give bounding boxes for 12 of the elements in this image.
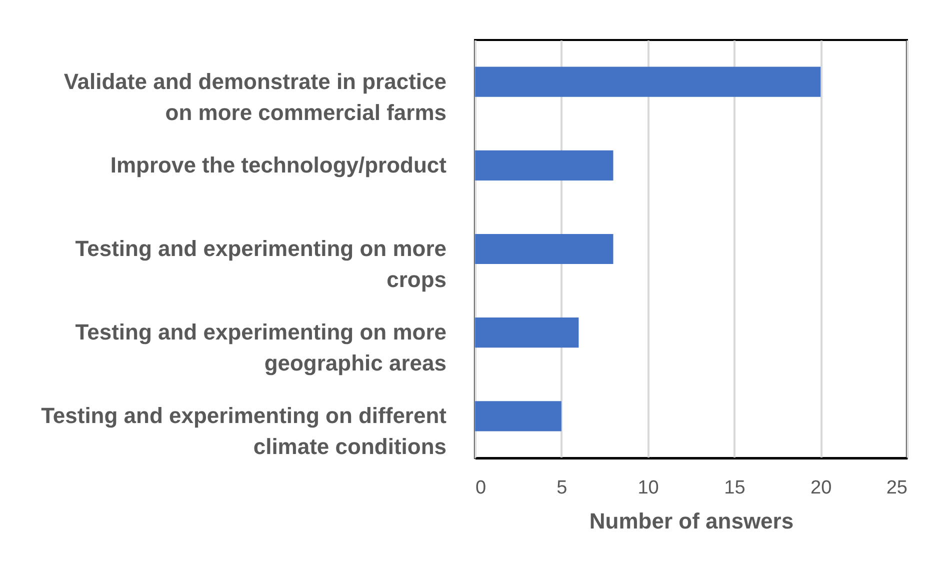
y-tick-label: Testing and experimenting on more crops (75, 236, 446, 292)
x-tick-label: 25 (886, 478, 908, 498)
x-tick-label: 0 (476, 478, 486, 498)
x-tick-label: 5 (556, 478, 568, 498)
y-tick-label: Testing and experimenting on more geographic areas (75, 320, 446, 376)
x-axis-title: Number of answers (589, 508, 794, 534)
y-tick-label: Testing and experimenting on different climate conditions (41, 403, 448, 460)
x-tick-label: 15 (724, 478, 746, 498)
y-tick-label: Validate and demonstrate in practice on more commercial farms (64, 68, 446, 125)
x-tick-label: 20 (810, 478, 832, 498)
x-tick-label: 10 (638, 478, 659, 498)
y-tick-label: Improve the technology/product (110, 152, 448, 178)
